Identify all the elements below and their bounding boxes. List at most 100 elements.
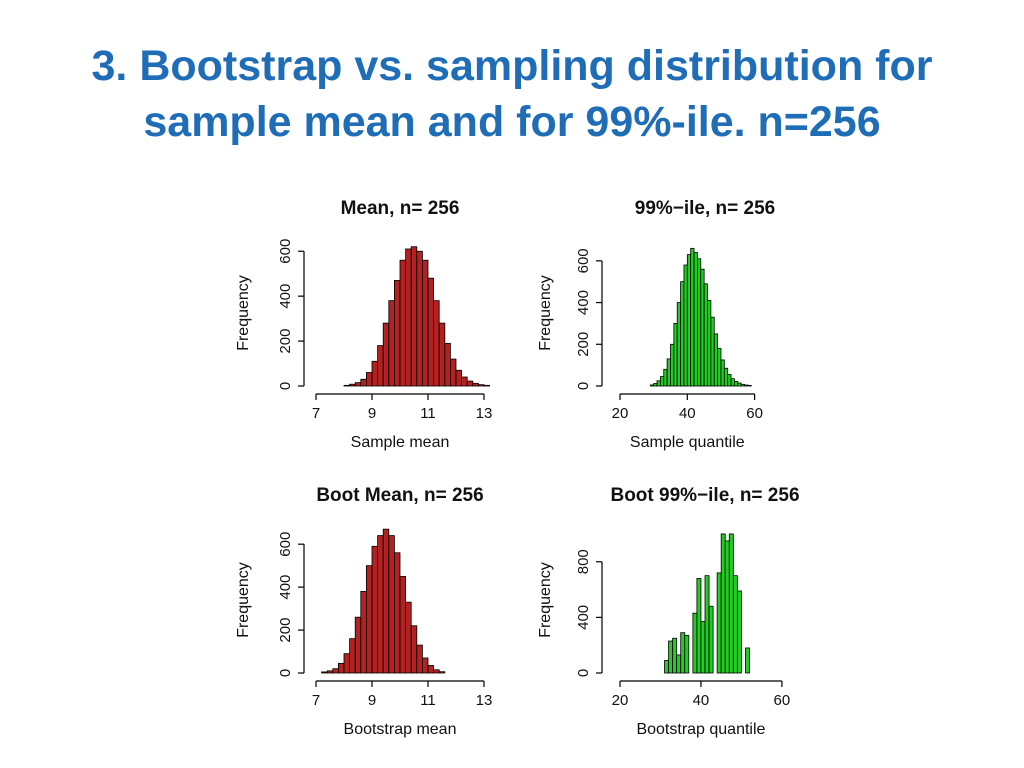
histogram-bar [737, 382, 742, 387]
histogram-bar [321, 671, 328, 674]
histogram-bar [388, 535, 395, 674]
histogram-bar [745, 647, 750, 674]
histogram-bar [477, 384, 485, 387]
y-tick-label: 400 [575, 290, 592, 315]
y-axis-label: Frequency [537, 562, 554, 638]
histogram-bar [676, 302, 681, 387]
x-axis-label: Sample mean [351, 434, 450, 451]
histogram-bar [365, 372, 373, 387]
histogram-bar [382, 528, 390, 674]
x-tick-label: 60 [746, 405, 763, 422]
histogram-bar [736, 590, 742, 674]
histogram-bar [666, 358, 671, 387]
histogram-bar [720, 533, 726, 674]
histogram-bar [337, 662, 345, 674]
histogram-bar [708, 605, 714, 674]
histogram-bar [377, 345, 384, 387]
histogram-bar [659, 376, 665, 387]
y-tick-label: 200 [575, 332, 592, 357]
histogram-bar [649, 384, 655, 387]
histogram-bar [700, 268, 705, 387]
histogram-bar [728, 533, 734, 674]
histogram-bar [421, 259, 429, 387]
histogram-bar [405, 248, 412, 387]
histogram-bar [421, 657, 429, 674]
x-tick-label: 11 [420, 692, 436, 709]
histogram-bar [433, 669, 440, 674]
y-tick-label: 0 [575, 382, 592, 390]
y-axis-label: Frequency [235, 275, 252, 351]
histogram-bar [740, 383, 745, 387]
histogram-bar [697, 258, 702, 387]
histogram-bar [416, 250, 423, 387]
histogram-bar [692, 612, 698, 674]
slide-title-line-1: 3. Bootstrap vs. sampling distribution f… [91, 42, 933, 90]
histogram-bar [727, 374, 732, 387]
histogram-bar [713, 333, 718, 387]
x-axis-label: Bootstrap quantile [636, 721, 765, 738]
x-tick-label: 13 [476, 692, 493, 709]
histogram-bar [723, 367, 729, 387]
histogram-bar [680, 632, 686, 674]
histogram-bar [716, 572, 722, 674]
panel-title: Boot 99%−ile, n= 256 [610, 485, 799, 506]
x-tick-label: 60 [774, 692, 791, 709]
histogram-panel-4: Boot 99%−ile, n= 256 20 40 60 0 400 800 Bootstr… [537, 485, 800, 738]
histogram-bar [732, 575, 738, 674]
x-axis-label: Sample quantile [630, 434, 745, 451]
x-tick-label: 40 [693, 692, 710, 709]
histogram-bar [744, 384, 749, 387]
histogram-bar [700, 621, 706, 674]
histogram-bar [664, 660, 669, 674]
histogram-bar [444, 342, 451, 387]
y-axis-label: Frequency [235, 562, 252, 638]
x-tick-label: 9 [368, 692, 376, 709]
histogram-bar [393, 280, 401, 387]
x-axis-label: Bootstrap mean [344, 721, 457, 738]
histogram-bar [438, 671, 446, 674]
histogram-bar [365, 565, 373, 674]
histogram-bar [405, 601, 412, 674]
y-tick-label: 200 [277, 618, 294, 643]
histogram-bar [696, 578, 702, 674]
y-tick-label: 200 [277, 329, 294, 354]
x-tick-label: 40 [679, 405, 696, 422]
histogram-bar [410, 625, 418, 674]
histogram-bar [410, 246, 418, 387]
histogram-bar [461, 376, 468, 387]
y-tick-label: 0 [277, 382, 294, 390]
histogram-bar [720, 359, 725, 387]
histogram-bar [388, 300, 395, 387]
panel-title: 99%−ile, n= 256 [635, 198, 776, 219]
panel-title: Mean, n= 256 [341, 198, 460, 219]
histogram-bar [673, 323, 678, 387]
histogram-bar [360, 591, 367, 674]
histogram-bar [747, 384, 752, 387]
histogram-bar [326, 670, 334, 674]
y-tick-label: 600 [575, 248, 592, 273]
x-tick-label: 9 [368, 405, 376, 422]
x-tick-label: 20 [612, 692, 629, 709]
histogram-bar [710, 316, 715, 387]
y-tick-label: 400 [277, 575, 294, 600]
histogram-bar [360, 378, 367, 387]
y-tick-label: 800 [575, 549, 592, 574]
histogram-bar [730, 378, 735, 387]
histogram-bar [734, 381, 739, 387]
histogram-bar [377, 535, 384, 674]
histogram-bar [663, 368, 668, 387]
histogram-bar [466, 380, 474, 387]
histogram-panel-3: Boot Mean, n= 256 7 9 11 13 0 200 400 600 Bootstr… [235, 485, 492, 738]
histogram-bar [690, 247, 695, 387]
x-tick-label: 13 [476, 405, 493, 422]
histogram-bar [653, 383, 658, 387]
x-tick-label: 20 [612, 405, 629, 422]
histogram-bar [427, 665, 434, 674]
histogram-bar [343, 653, 350, 674]
histogram-bar [717, 348, 722, 387]
histogram-bar [371, 545, 378, 674]
y-tick-label: 0 [277, 669, 294, 677]
histogram-bar [349, 638, 356, 674]
